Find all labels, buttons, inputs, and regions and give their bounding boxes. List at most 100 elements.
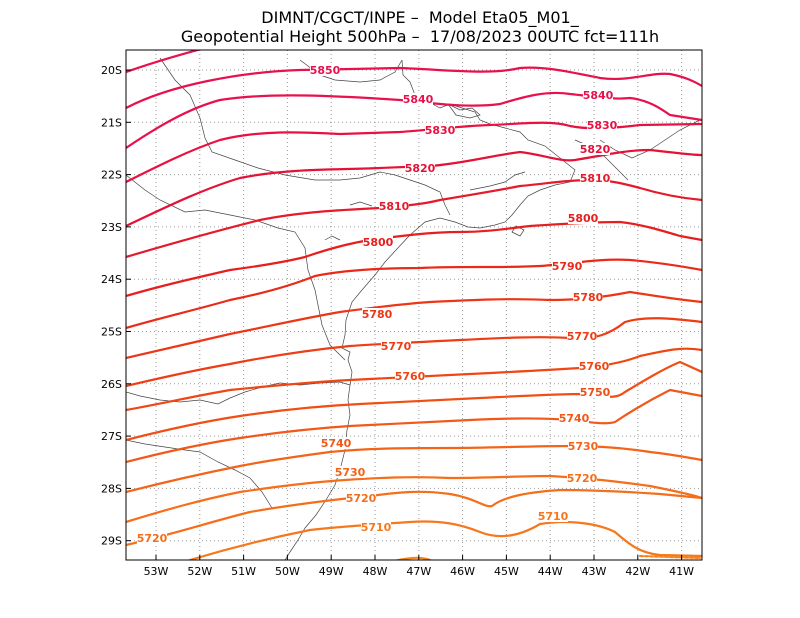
longitude-labels: 53W 52W 51W 50W 49W 48W 47W 46W 45W 44W 43W 42W 41W — [144, 555, 694, 578]
contour-label: 5720 — [137, 532, 168, 545]
contour-label-bg — [568, 440, 598, 452]
contour-label-bg — [379, 200, 409, 212]
contour-label: 5770 — [567, 330, 598, 343]
river-1 — [324, 235, 341, 241]
contour-label: 5780 — [362, 308, 393, 321]
lagoon — [447, 103, 481, 119]
contour-label: 5810 — [580, 172, 611, 185]
contour-label: 5810 — [379, 200, 410, 213]
contour-label: 5840 — [403, 93, 434, 106]
contour-lines — [126, 50, 702, 560]
contour-label-bg — [583, 89, 613, 101]
contour-label: 5820 — [405, 162, 436, 175]
plot-frame — [125, 49, 703, 561]
contour-5850b — [126, 66, 702, 110]
lon-label: 43W — [582, 565, 607, 578]
contour-label: 5710 — [361, 521, 392, 534]
latitude-labels: 20S 21S 22S 23S 24S 25S 26S 27S 28S 29S — [101, 64, 131, 548]
contour-label-bg — [587, 119, 617, 131]
contour-label-bg — [321, 437, 351, 449]
contour-5780 — [126, 290, 702, 360]
contour-label-bg — [580, 143, 610, 155]
contour-label-bg — [405, 162, 435, 174]
lat-label: 21S — [101, 116, 122, 129]
contour-label-bg — [538, 510, 568, 522]
contour-label: 5820 — [580, 143, 611, 156]
contour-5800 — [126, 220, 702, 298]
coastline-borders — [126, 57, 701, 560]
contour-label-bg — [335, 466, 365, 478]
contour-label: 5780 — [573, 291, 604, 304]
contour-5840 — [126, 91, 702, 150]
contour-label: 5740 — [559, 412, 590, 425]
lat-label: 26S — [101, 378, 122, 391]
contour-label: 5850 — [310, 64, 341, 77]
contour-5810 — [126, 178, 702, 259]
state-border-pr-sc — [126, 439, 273, 509]
lat-label: 24S — [101, 273, 122, 286]
contour-label: 5720 — [567, 472, 598, 485]
lon-label: 52W — [187, 565, 212, 578]
contour-label-bg — [362, 308, 392, 320]
lon-label: 45W — [494, 565, 519, 578]
contour-label-bg — [568, 212, 598, 224]
contour-label-bg — [567, 472, 597, 484]
contour-label: 5830 — [587, 119, 618, 132]
contour-5730 — [126, 444, 702, 494]
river-2 — [349, 201, 373, 207]
lon-label: 41W — [669, 565, 694, 578]
contour-label-bg — [137, 532, 167, 544]
state-border-sp-pr — [126, 381, 351, 405]
contour-label-bg — [552, 260, 582, 272]
contour-label: 5760 — [395, 370, 426, 383]
contour-label-bg — [403, 93, 433, 105]
contour-5700b — [638, 554, 702, 560]
contour-label-bg — [381, 340, 411, 352]
contour-label-bg — [579, 360, 609, 372]
contour-label: 5740 — [321, 437, 352, 450]
state-border-mg-rj — [469, 171, 526, 191]
lat-label: 29S — [101, 535, 122, 548]
contour-label-bg — [425, 124, 455, 136]
chart-title-line1: DIMNT/CGCT/INPE – Model Eta05_M01_ — [261, 8, 579, 27]
contour-label: 5840 — [583, 89, 614, 102]
contour-label-bg — [363, 236, 393, 248]
contour-5850 — [126, 50, 202, 74]
coastline — [284, 59, 576, 560]
lat-label: 20S — [101, 64, 122, 77]
contour-label-bg — [580, 386, 610, 398]
contour-5770 — [126, 317, 702, 388]
contour-5790 — [126, 258, 702, 330]
contour-label: 5800 — [363, 236, 394, 249]
lon-label: 48W — [363, 565, 388, 578]
contour-label: 5710 — [538, 510, 569, 523]
contour-5710 — [188, 520, 702, 560]
contour-5820 — [126, 148, 702, 228]
contour-label-bg — [559, 412, 589, 424]
lon-label: 44W — [538, 565, 563, 578]
contour-label-bg — [361, 521, 391, 533]
contour-label: 5750 — [580, 386, 611, 399]
contour-label: 5730 — [568, 440, 599, 453]
lat-label: 25S — [101, 326, 122, 339]
lon-label: 42W — [625, 565, 650, 578]
contour-label-bg — [346, 492, 376, 504]
lon-label: 47W — [406, 565, 431, 578]
contour-label-bg — [567, 330, 597, 342]
contour-5760 — [126, 347, 702, 412]
contour-5750 — [126, 360, 702, 442]
lon-label: 51W — [231, 565, 256, 578]
lon-label: 53W — [144, 565, 169, 578]
contour-label-bg — [573, 291, 603, 303]
contour-labels: 5850 5840 5840 5830 5830 5820 5820 5810 5810 5800… — [137, 64, 618, 545]
chart-title-line2: Geopotential Height 500hPa – 17/08/2023 … — [180, 27, 660, 46]
contour-5720 — [126, 474, 702, 524]
contour-label: 5720 — [346, 492, 377, 505]
contour-label-bg — [395, 370, 425, 382]
contour-label: 5730 — [335, 466, 366, 479]
contour-label-bg — [580, 172, 610, 184]
contour-5700 — [393, 556, 432, 560]
state-border-mg-sp — [199, 117, 451, 216]
contour-label: 5800 — [568, 212, 599, 225]
